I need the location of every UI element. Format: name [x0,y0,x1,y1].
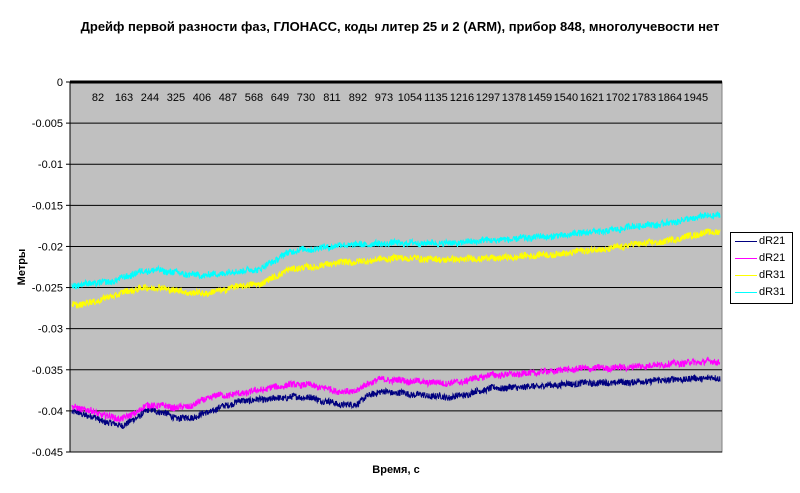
y-tick-label: -0.035 [32,365,63,377]
x-axis: 82 163 244 325 406 487 568 649 730 811 892 973 1054 1… [92,92,708,104]
series-line-dr21-1 [71,356,721,424]
legend-item: dR31 [731,284,792,301]
chart-title: Дрейф первой разности фаз, ГЛОНАСС, коды… [80,19,720,34]
y-tick-label: -0.025 [32,283,63,295]
x-tick-label: 1378 [502,92,526,104]
legend-swatch [735,258,757,259]
x-tick-label: 1135 [424,92,448,104]
x-tick-label: 1621 [580,92,604,104]
series-line-dr31-2 [71,228,721,309]
x-tick-label: 1459 [528,92,552,104]
legend-swatch [735,241,757,242]
legend-item: dR21 [731,233,792,250]
y-tick-label: -0.005 [32,118,63,130]
x-tick-label: 1540 [554,92,578,104]
legend-label: dR21 [759,252,786,264]
legend-label: dR31 [759,269,786,281]
x-tick-label: 811 [323,92,341,104]
y-tick-label: -0.03 [38,324,63,336]
x-tick-label: 892 [349,92,367,104]
legend-swatch [735,275,757,276]
y-tick-label: -0.02 [38,241,63,253]
x-tick-label: 1864 [658,92,682,104]
x-tick-label: 1702 [606,92,630,104]
x-tick-label: 406 [193,92,211,104]
y-axis: 0 -0.005 -0.01 -0.015 -0.02 -0.025 -0.03 -0.035… [32,77,71,459]
y-tick-label: -0.045 [32,447,63,459]
x-tick-label: 1054 [398,92,422,104]
legend: dR21 dR21 dR31 dR31 [730,232,793,304]
series-line-dr31-3 [71,211,721,290]
legend-label: dR21 [759,235,786,247]
series-line-dr21-0 [71,374,721,430]
x-tick-label: 1945 [684,92,708,104]
y-tick-label: -0.015 [32,200,63,212]
legend-item: dR31 [731,267,792,284]
y-axis-label: Метры [16,249,28,286]
x-tick-label: 487 [219,92,237,104]
x-tick-label: 82 [92,92,104,104]
x-tick-label: 649 [271,92,289,104]
x-tick-label: 325 [167,92,185,104]
x-tick-label: 973 [375,92,393,104]
x-tick-label: 163 [115,92,133,104]
x-tick-label: 568 [245,92,263,104]
x-tick-label: 244 [141,92,159,104]
y-tick-label: -0.04 [38,406,63,418]
x-tick-label: 1216 [450,92,474,104]
legend-label: dR31 [759,286,786,298]
x-tick-label: 730 [297,92,315,104]
y-tick-label: -0.01 [38,159,63,171]
x-tick-label: 1297 [476,92,500,104]
plot-area [69,81,723,453]
y-tick-label: 0 [57,77,63,89]
series-lines [71,211,721,430]
legend-item: dR21 [731,250,792,267]
x-tick-label: 1783 [632,92,656,104]
legend-swatch [735,292,757,293]
x-axis-label: Время, с [372,464,419,476]
gridlines [70,80,722,453]
